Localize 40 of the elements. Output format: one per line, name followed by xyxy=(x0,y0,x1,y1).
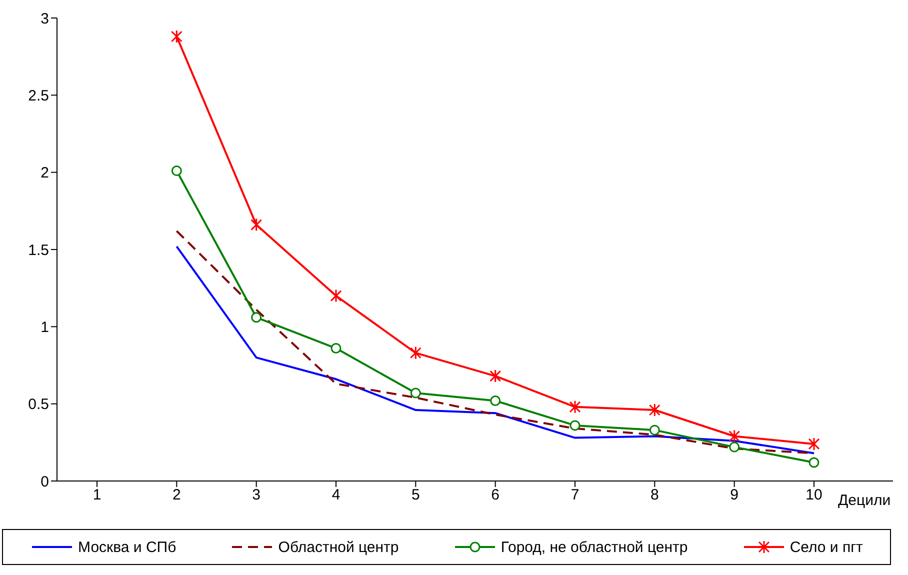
point xyxy=(250,218,262,232)
x-tick-label: 1 xyxy=(92,486,102,504)
point xyxy=(330,289,342,303)
x-tick-label: 7 xyxy=(570,486,580,504)
point xyxy=(410,388,421,398)
legend-label: Областной центр xyxy=(277,538,399,556)
y-tick-label: 0.5 xyxy=(28,396,49,414)
point xyxy=(729,442,740,452)
point xyxy=(490,369,502,383)
legend-label: Город, не областной центр xyxy=(500,538,688,556)
x-axis-title: Децили xyxy=(838,492,891,509)
x-tick-label: 4 xyxy=(332,486,340,504)
y-tick-label: 3 xyxy=(40,10,49,28)
x-tick-label: 10 xyxy=(806,486,822,504)
point xyxy=(490,395,501,406)
point xyxy=(170,30,182,44)
legend-label: Москва и СПб xyxy=(77,538,176,556)
point xyxy=(171,166,182,176)
legend-label: Село и пгт xyxy=(788,538,863,556)
x-tick-label: 8 xyxy=(650,486,659,504)
point xyxy=(648,403,660,417)
x-tick-label: 2 xyxy=(172,486,181,504)
point xyxy=(728,429,740,443)
point xyxy=(330,343,342,354)
y-tick-label: 2.5 xyxy=(28,87,49,104)
point xyxy=(570,420,580,431)
y-tick-label: 1 xyxy=(40,318,49,336)
x-tick-label: 5 xyxy=(411,486,420,504)
point xyxy=(569,400,581,414)
x-tick-label: 9 xyxy=(730,486,739,504)
y-tick-label: 2 xyxy=(40,164,49,182)
point xyxy=(808,437,820,451)
x-tick-label: 3 xyxy=(252,486,261,504)
x-tick-label: 6 xyxy=(491,486,500,504)
point xyxy=(251,312,262,323)
point xyxy=(649,424,660,436)
y-tick-label: 1.5 xyxy=(28,242,49,259)
point xyxy=(808,457,820,468)
point xyxy=(410,346,422,360)
y-tick-label: 0 xyxy=(40,473,49,490)
